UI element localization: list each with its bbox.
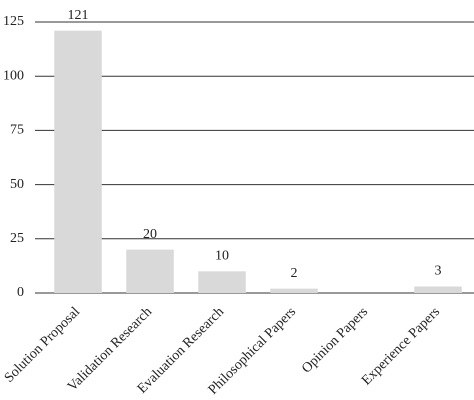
x-tick-label: Solution Proposal xyxy=(2,304,83,385)
data-label: 121 xyxy=(68,8,89,23)
data-label: 20 xyxy=(143,227,157,242)
y-tick-label: 25 xyxy=(10,231,24,246)
bar xyxy=(126,249,174,293)
x-tick-label: Experience Papers xyxy=(359,304,443,388)
bar xyxy=(54,30,102,294)
data-label: 2 xyxy=(291,266,298,281)
bar xyxy=(414,286,462,293)
y-tick-label: 125 xyxy=(3,14,24,29)
y-tick-label: 50 xyxy=(10,177,24,192)
data-label: 10 xyxy=(215,249,229,264)
data-label: 3 xyxy=(435,264,442,279)
y-tick-label: 0 xyxy=(17,285,24,300)
x-tick-label: Opinion Papers xyxy=(299,304,371,376)
bar xyxy=(270,288,318,293)
y-tick-label: 75 xyxy=(10,123,24,138)
bar xyxy=(198,271,246,293)
y-tick-label: 100 xyxy=(3,68,24,83)
